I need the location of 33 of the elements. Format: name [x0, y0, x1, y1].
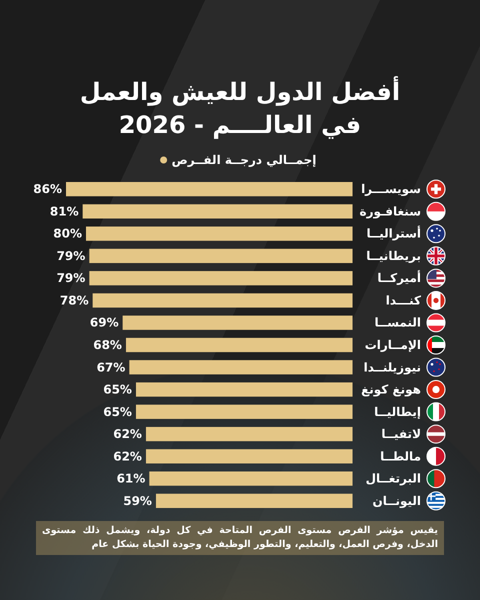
value-label: 69% — [90, 316, 119, 330]
category-label: كنـــدا — [386, 293, 421, 308]
category-label: مالطــا — [380, 449, 421, 464]
value-label: 78% — [60, 293, 89, 308]
value-label: 68% — [93, 338, 122, 352]
category-label: أميركــا — [377, 271, 421, 286]
category-label: اليونــان — [372, 494, 421, 508]
value-label: 80% — [53, 226, 82, 241]
legend-label: إجمــالي درجــة الفــرص — [172, 153, 316, 167]
value-label: 67% — [96, 360, 126, 374]
category-label: سنغافـورة — [360, 204, 421, 218]
category-label: لاتفيــا — [381, 427, 421, 442]
annotation: يقيس مؤشر الفرص مستوى الفرص المتاحة في كل دولة، ويشمل ذلك مستوى الدخل، وفرص العمل، والتعليم، والتطور الوظيفي، وجودة الحياة بشكل عام — [36, 521, 444, 555]
value-label: 61% — [116, 472, 146, 486]
category-label: سويســـرا — [361, 182, 421, 196]
value-label: 65% — [103, 404, 132, 419]
category-label: إيطاليــا — [374, 404, 421, 419]
value-label: 65% — [103, 382, 132, 397]
category-label: هونغ كونغ — [361, 382, 421, 397]
value-label: 79% — [56, 271, 86, 286]
value-label: 62% — [113, 449, 142, 464]
value-label: 62% — [113, 427, 142, 442]
category-label: بريطانيــا — [366, 248, 421, 263]
category-label: الإمــارات — [364, 338, 421, 352]
value-label: 81% — [50, 204, 79, 218]
category-label: أستراليــا — [366, 226, 421, 241]
value-label: 79% — [56, 248, 86, 263]
value-label: 86% — [33, 182, 62, 196]
category-label: البرتغــال — [366, 472, 421, 486]
category-label: النمســا — [374, 316, 421, 330]
category-label: نيوزيلنــدا — [364, 360, 421, 374]
value-label: 59% — [123, 494, 152, 508]
title: أفضل الدول للعيش والعمل في العالــــم - 2026 — [78, 76, 402, 141]
